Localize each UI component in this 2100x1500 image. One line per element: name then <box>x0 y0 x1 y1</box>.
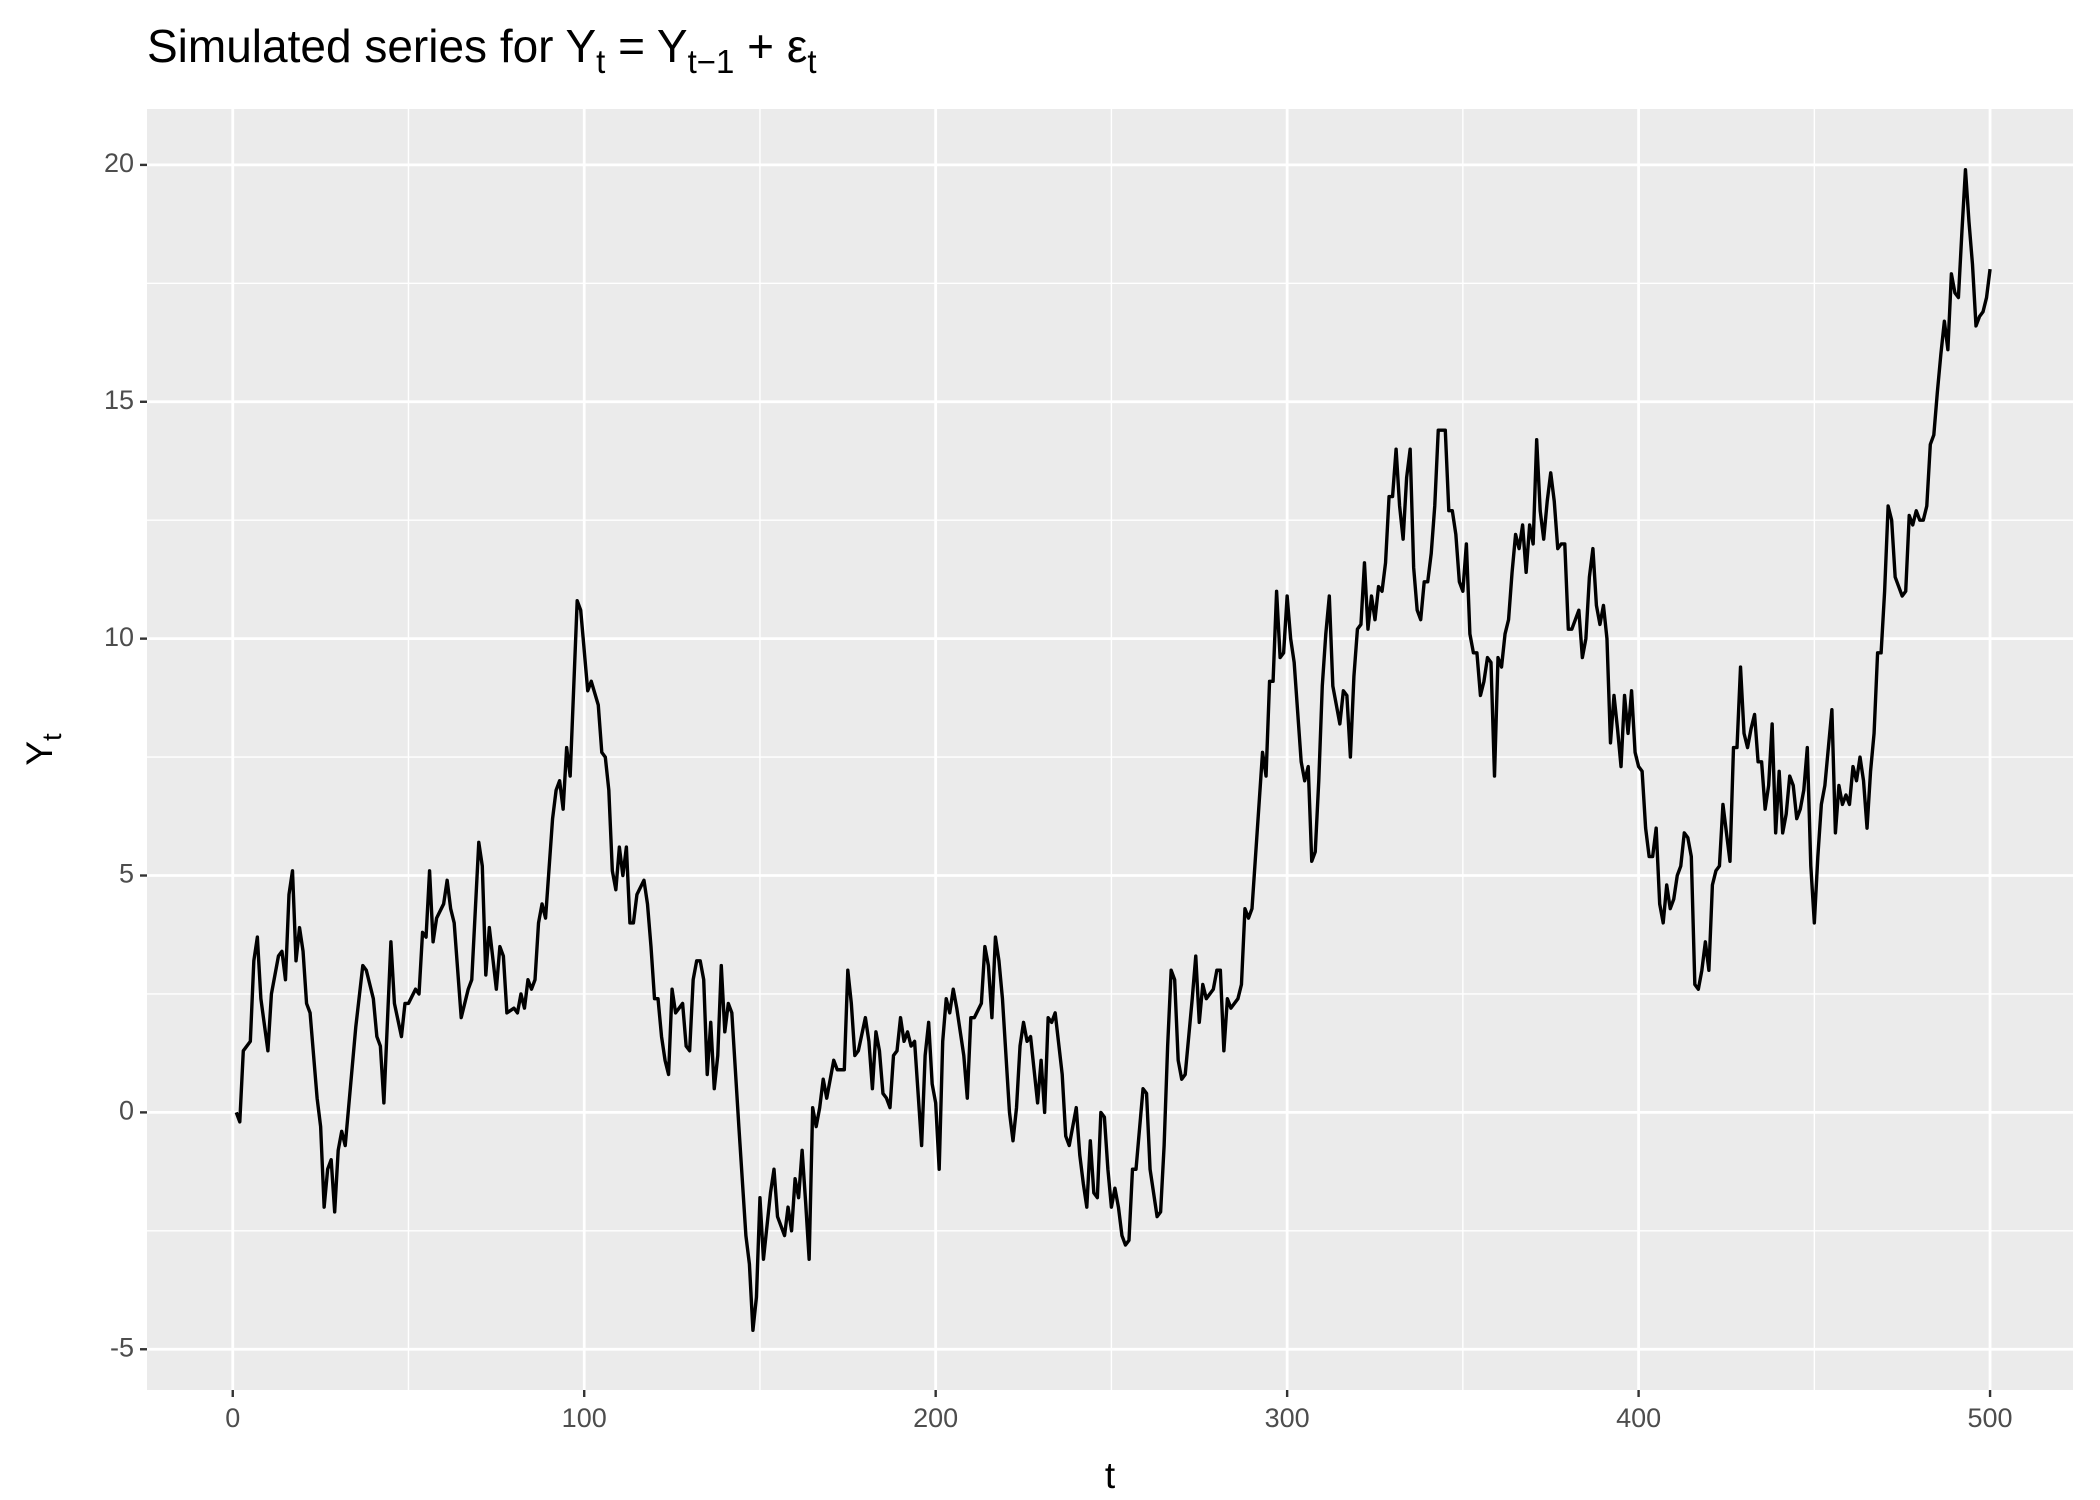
x-tick-label: 200 <box>913 1403 958 1433</box>
y-tick-label: -5 <box>110 1332 134 1362</box>
title-subscript: t <box>596 43 605 80</box>
x-axis-title: t <box>1105 1455 1116 1496</box>
chart-title: Simulated series for Yt = Yt−1 + εt <box>147 20 817 80</box>
title-subscript: t−1 <box>688 43 735 80</box>
title-subscript: t <box>807 43 816 80</box>
y-tick-label: 5 <box>119 859 134 889</box>
x-tick-label: 400 <box>1616 1403 1661 1433</box>
y-title-text: Y <box>19 741 60 766</box>
x-tick-label: 500 <box>1968 1403 2013 1433</box>
y-tick-label: 15 <box>104 385 134 415</box>
title-text: Simulated series for Y <box>147 20 596 72</box>
title-text: = Y <box>605 20 687 72</box>
y-axis-title: Yt <box>19 733 67 766</box>
series-line <box>234 167 1992 1333</box>
x-tick-label: 100 <box>562 1403 607 1433</box>
y-title-subscript: t <box>37 733 67 741</box>
y-tick-label: 10 <box>104 622 134 652</box>
y-tick-label: 20 <box>104 148 134 178</box>
title-text: + ε <box>734 20 807 72</box>
x-tick-label: 0 <box>225 1403 240 1433</box>
y-tick-label: 0 <box>119 1096 134 1126</box>
x-tick-label: 300 <box>1265 1403 1310 1433</box>
